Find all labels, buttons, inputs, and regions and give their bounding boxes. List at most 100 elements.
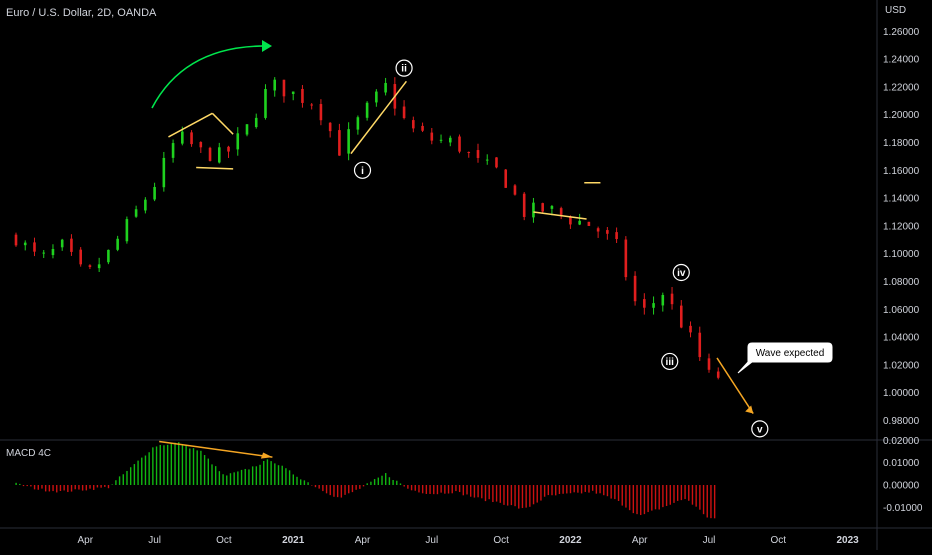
macd-bar [348,485,350,494]
macd-bar [15,482,17,485]
candle-body [615,232,618,240]
symbol-title: Euro / U.S. Dollar, 2D, OANDA [6,7,157,19]
macd-bar [270,461,272,485]
macd-bar [340,485,343,498]
candle-body [412,120,415,129]
wave-label-text: i [361,166,364,177]
trend-line [533,211,587,220]
macd-bar [551,485,553,496]
macd-bar [89,485,91,489]
macd-bar [155,446,158,485]
macd-bar [510,485,513,506]
projection-arrowhead [745,405,754,414]
macd-bar [141,457,143,485]
macd-bar [366,483,368,485]
candles-layer[interactable] [14,77,720,380]
price-tick-label: 1.26000 [883,27,920,38]
candle-body [291,91,295,94]
macd-bar [196,450,198,485]
candle-body [624,239,628,278]
candle-body [495,157,498,168]
macd-bar [492,485,494,503]
macd-bar [543,485,546,497]
macd-bar [96,485,99,488]
time-tick-label: Oct [216,535,232,546]
macd-bar [222,474,224,485]
candle-body [282,79,286,97]
macd-bar [218,471,221,485]
macd-bar [288,470,291,485]
callout-text: Wave expected [756,348,825,359]
candle-body [236,133,240,150]
wave-label: iii [661,352,679,371]
candle-body [430,132,434,141]
candle-body [347,129,350,154]
macd-bar [52,485,54,492]
macd-bar [122,474,124,485]
macd-bar [263,460,265,485]
macd-bar [640,485,642,516]
trend-line [211,112,234,135]
macd-bar [396,480,398,485]
macd-bar [473,485,476,498]
macd-bar [462,485,465,496]
time-tick-label: Apr [78,535,94,546]
macd-bar [137,460,139,485]
macd-bar [178,442,180,485]
macd-bar [207,458,209,485]
macd-bar [588,485,590,493]
macd-bar [33,485,36,490]
macd-bar [185,444,187,485]
macd-bar [159,444,161,485]
candle-body [190,132,193,145]
macd-bar [285,468,287,485]
candle-body [679,305,683,328]
candle-body [33,242,36,252]
macd-bar [322,485,324,492]
macd-bar [569,485,572,494]
macd-bar [377,477,380,485]
macd-bar [658,485,660,510]
candle-body [301,88,304,103]
macd-bar [407,485,409,489]
green-curved-arrowhead [262,40,272,52]
macd-bar [503,485,505,505]
price-tick-label: 1.18000 [883,138,920,149]
macd-bar [562,485,564,494]
price-tick-label: 1.00000 [883,388,920,399]
macd-bar [100,485,102,488]
candle-body [328,122,332,132]
macd-bar [521,485,524,509]
candle-body [439,139,443,141]
candle-body [467,152,471,154]
trend-line [168,112,213,138]
macd-bar [41,485,43,489]
macd-bar [329,485,331,496]
candle-body [476,150,480,158]
candle-body [338,130,341,156]
macd-bar [214,466,217,485]
macd-bar [525,485,527,508]
macd-bar [628,485,631,511]
green-curved-arrow [151,45,269,109]
macd-bar [355,485,357,490]
macd-bar [229,473,232,485]
macd-layer[interactable] [15,442,716,519]
macd-tick-label: 0.02000 [883,436,920,447]
wave-label: ii [395,59,413,77]
wave-circle [751,420,769,438]
candle-body [14,234,18,246]
macd-bar [233,472,235,485]
candle-body [670,293,674,305]
candle-body [60,239,64,248]
macd-bar [688,485,690,501]
macd-bar [192,448,195,485]
macd-bar [673,485,675,503]
macd-bar [85,485,88,491]
macd-bar [540,485,542,501]
wave-circle [395,59,413,77]
macd-bar [643,485,646,515]
